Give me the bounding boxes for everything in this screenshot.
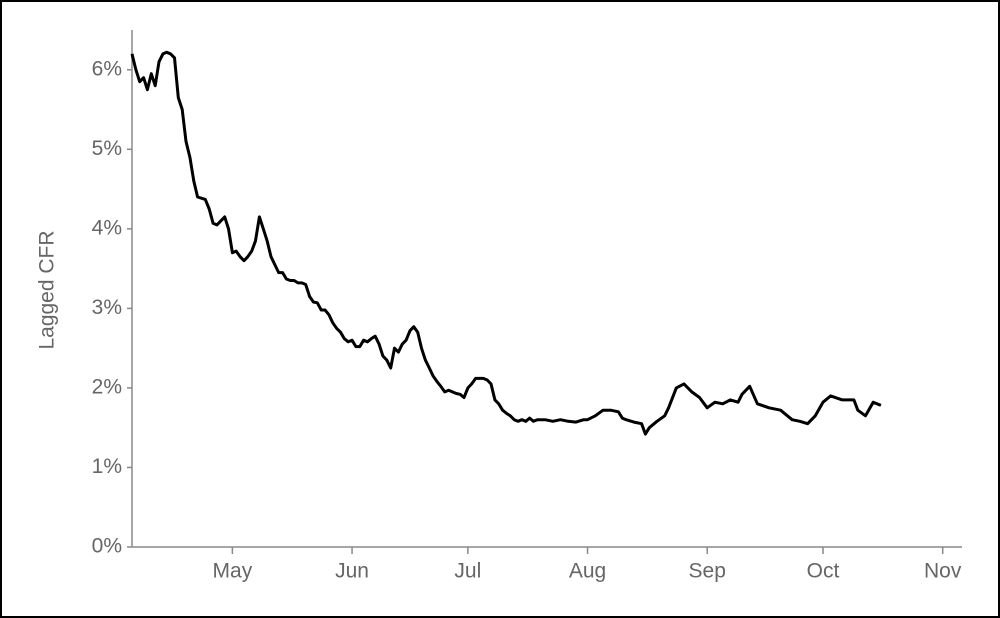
x-tick-label: Jul [454,560,481,583]
y-tick-label: 1% [92,455,122,478]
y-tick-label: 3% [92,296,122,319]
x-tick-label: Aug [569,560,606,583]
x-tick-label: Sep [689,560,726,583]
x-tick-label: May [213,560,253,583]
y-tick-label: 6% [92,57,122,80]
x-tick-label: Jun [335,560,369,583]
x-tick-label: Nov [924,560,962,583]
y-axis-label: Lagged CFR [36,230,59,349]
x-tick-label: Oct [807,560,840,583]
y-tick-label: 4% [92,216,122,239]
y-tick-label: 5% [92,137,122,160]
data-line [130,50,882,436]
y-tick-label: 0% [92,535,122,558]
y-tick-label: 2% [92,375,122,398]
